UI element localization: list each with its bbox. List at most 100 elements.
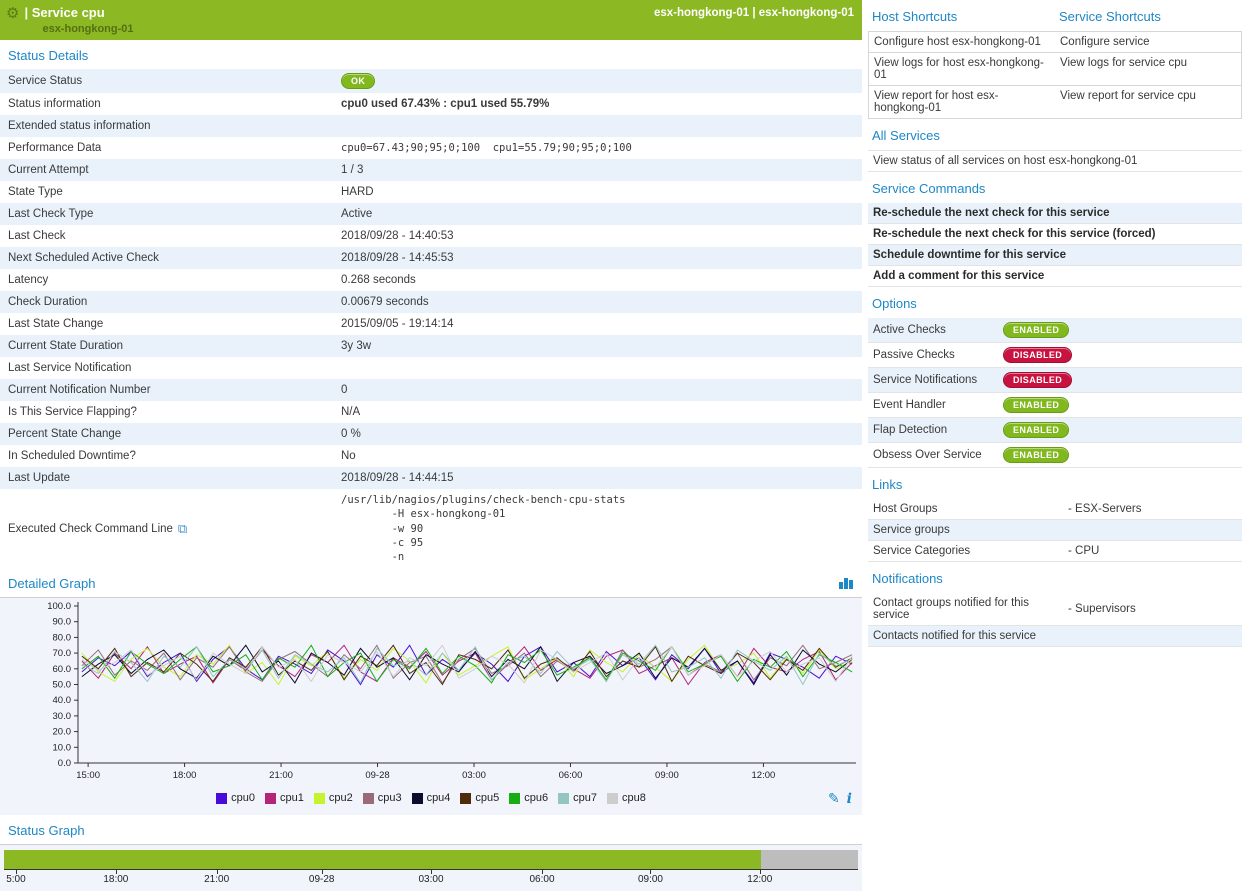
status-timeline-axis: 5:00 18:00 21:00 09-28 03:00 06:00 09:00 12:00 <box>4 869 858 888</box>
option-badge-enabled[interactable]: ENABLED <box>1003 397 1070 413</box>
notification-value[interactable]: - Supervisors <box>1068 603 1136 615</box>
status-detail-row: Status information cpu0 used 67.43% : cpu… <box>0 93 862 115</box>
notifications-list: Contact groups notified for this service… <box>868 593 1242 647</box>
legend-swatch-cpu1 <box>264 792 276 804</box>
link-value[interactable]: - ESX-Servers <box>1068 503 1142 515</box>
notification-label[interactable]: Contacts notified for this service <box>873 630 1036 642</box>
status-detail-value: 0.268 seconds <box>341 274 416 287</box>
header-host-links[interactable]: esx-hongkong-01 | esx-hongkong-01 <box>653 7 854 19</box>
option-badge-disabled[interactable]: DISABLED <box>1003 372 1073 388</box>
status-segment-no-data <box>760 849 858 869</box>
link-label[interactable]: Host Groups <box>873 503 938 515</box>
copy-command-icon[interactable]: ⧉ <box>177 520 188 536</box>
link-label[interactable]: Service groups <box>873 524 950 536</box>
edit-graph-icon[interactable]: ✎ <box>827 790 840 807</box>
option-badge-enabled[interactable]: ENABLED <box>1003 447 1070 463</box>
status-detail-value: OK <box>337 69 862 93</box>
svg-text:60.0: 60.0 <box>53 664 72 675</box>
legend-swatch-cpu2 <box>313 792 325 804</box>
status-detail-row: Service Status OK <box>0 69 862 93</box>
legend-swatch-cpu0 <box>216 792 228 804</box>
notification-row: Contacts notified for this service <box>868 626 1242 647</box>
legend-label: cpu2 <box>328 792 353 805</box>
legend-label: cpu3 <box>377 792 402 805</box>
status-detail-value: 2018/09/28 - 14:40:53 <box>341 230 454 243</box>
service-shortcut-link[interactable]: View report for service cpu <box>1060 90 1196 102</box>
svg-text:30.0: 30.0 <box>53 711 72 722</box>
legend-swatch-cpu6 <box>509 792 521 804</box>
chart-legend: cpu0 cpu1 cpu2 cpu3 cpu4 cpu5 cpu6 cpu7 cpu8 <box>211 792 651 807</box>
cpu-usage-line-chart[interactable]: 0.0 10.0 20.0 30.0 40.0 50.0 60.0 70.0 80.0 90.0 1… <box>0 598 860 788</box>
legend-item-cpu2[interactable]: cpu2 <box>313 792 353 805</box>
links-list: Host Groups - ESX-Servers Service groups Se… <box>868 499 1242 562</box>
svg-text:12:00: 12:00 <box>752 770 776 781</box>
options-title: Options <box>872 296 917 311</box>
legend-item-cpu7[interactable]: cpu7 <box>558 792 597 804</box>
option-badge-enabled[interactable]: ENABLED <box>1003 322 1070 338</box>
status-detail-value <box>337 122 862 130</box>
legend-item-cpu4[interactable]: cpu4 <box>411 792 450 804</box>
legend-label: cpu1 <box>279 792 304 805</box>
status-axis-label: 18:00 <box>103 873 129 885</box>
status-detail-label: Last State Change <box>8 318 104 331</box>
status-axis-label: 06:00 <box>529 873 555 885</box>
host-name-link[interactable]: esx-hongkong-01 <box>42 23 134 35</box>
info-icon[interactable]: i <box>846 791 852 808</box>
legend-label: cpu0 <box>231 792 255 805</box>
service-shortcut-link[interactable]: View logs for service cpu <box>1060 57 1187 69</box>
status-detail-value: 2015/09/05 - 19:14:14 <box>341 318 454 331</box>
service-command-link[interactable]: Re-schedule the next check for this serv… <box>868 224 1242 245</box>
host-shortcuts-title: Host Shortcuts <box>872 9 958 24</box>
notification-label[interactable]: Contact groups notified for this service <box>873 597 1029 621</box>
status-detail-label: State Type <box>8 186 63 199</box>
all-services-link[interactable]: View status of all services on host esx-… <box>868 150 1242 172</box>
service-command-link[interactable]: Add a comment for this service <box>868 266 1242 287</box>
host-shortcut-link[interactable]: View report for host esx-hongkong-01 <box>874 90 999 114</box>
status-axis-label: 21:00 <box>204 873 230 885</box>
option-state: DISABLED <box>1003 372 1238 388</box>
svg-text:10.0: 10.0 <box>53 742 72 753</box>
status-detail-value: 3y 3w <box>341 340 372 353</box>
status-detail-row: Last Check 2018/09/28 - 14:40:53 <box>0 225 862 247</box>
gear-icon[interactable]: ⚙ <box>6 5 20 22</box>
shortcut-row: Configure host esx-hongkong-01 Configure … <box>869 32 1241 53</box>
link-label[interactable]: Service Categories <box>873 545 971 557</box>
legend-label: cpu7 <box>573 792 597 805</box>
option-badge-enabled[interactable]: ENABLED <box>1003 422 1070 438</box>
svg-text:09-28: 09-28 <box>365 770 389 781</box>
service-shortcut-link[interactable]: Configure service <box>1060 36 1150 48</box>
service-header-left: ⚙ | Service cpu esx-hongkong-01 <box>6 5 134 35</box>
status-detail-value: cpu0 used 67.43% : cpu1 used 55.79% <box>341 98 550 110</box>
status-detail-value: 0 <box>341 384 348 397</box>
legend-item-cpu0[interactable]: cpu0 <box>216 792 255 804</box>
host-shortcut-link[interactable]: View logs for host esx-hongkong-01 <box>874 57 1044 81</box>
status-graph-header: Status Graph <box>0 815 862 845</box>
service-command-link[interactable]: Schedule downtime for this service <box>868 245 1242 266</box>
svg-text:03:00: 03:00 <box>462 770 486 781</box>
legend-item-cpu3[interactable]: cpu3 <box>362 792 402 805</box>
status-detail-label: Last Check Type <box>8 208 94 221</box>
side-panel: Host Shortcuts Service Shortcuts Configu… <box>868 0 1242 891</box>
option-label: Passive Checks <box>873 349 955 361</box>
bar-chart-icon[interactable] <box>838 576 854 590</box>
status-detail-label: In Scheduled Downtime? <box>8 450 136 463</box>
host-shortcut-link[interactable]: Configure host esx-hongkong-01 <box>874 36 1041 48</box>
shortcuts-table: Configure host esx-hongkong-01 Configure … <box>868 31 1242 119</box>
option-label: Obsess Over Service <box>873 449 982 461</box>
status-details-title: Status Details <box>8 48 89 63</box>
status-detail-label: Performance Data <box>8 142 102 155</box>
legend-item-cpu5[interactable]: cpu5 <box>460 792 499 804</box>
legend-item-cpu8[interactable]: cpu8 <box>607 792 646 804</box>
notification-row: Contact groups notified for this service… <box>868 593 1242 626</box>
status-detail-label: Latency <box>8 274 49 287</box>
shortcut-row: View report for host esx-hongkong-01 View… <box>869 86 1241 118</box>
page-title: | Service cpu <box>24 5 105 20</box>
legend-item-cpu1[interactable]: cpu1 <box>264 792 304 805</box>
link-value[interactable]: - CPU <box>1068 545 1100 557</box>
legend-swatch-cpu5 <box>460 792 472 804</box>
service-command-link[interactable]: Re-schedule the next check for this serv… <box>868 203 1242 224</box>
status-detail-row: Executed Check Command Line ⧉ /usr/lib/nag… <box>0 489 862 568</box>
legend-item-cpu6[interactable]: cpu6 <box>509 792 548 804</box>
option-state: ENABLED <box>1003 447 1238 463</box>
option-badge-disabled[interactable]: DISABLED <box>1003 347 1073 363</box>
